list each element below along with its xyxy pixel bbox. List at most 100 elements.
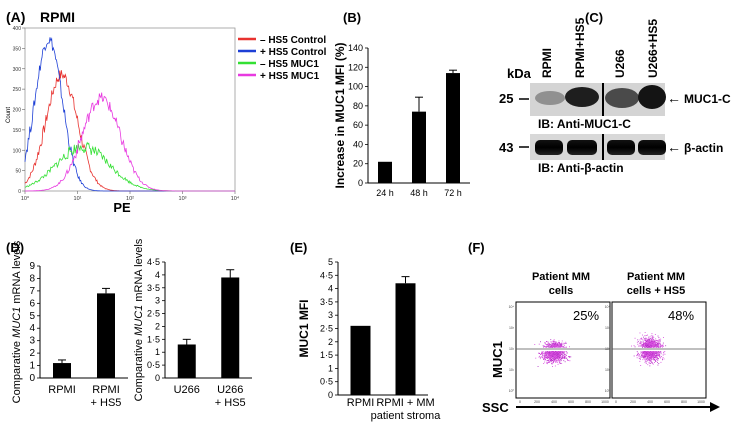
scatter-2-dot <box>647 358 649 360</box>
scatter-1-dot <box>552 357 554 359</box>
scatter-1-dot <box>565 351 567 352</box>
scatter-2-dot <box>653 336 655 338</box>
scatter-1-dot <box>539 355 541 357</box>
scatter-2-dot <box>646 345 648 347</box>
scatter-1-dot <box>541 352 542 354</box>
bar-chart-y-tick-label: 5 <box>328 257 333 267</box>
scatter-1-dot <box>559 358 561 360</box>
scatter-1-dot <box>548 361 549 363</box>
scatter-2-dot <box>651 338 653 340</box>
scatter-1-dot <box>553 341 555 343</box>
scatter-1-dot <box>557 353 559 355</box>
scatter-1-dot <box>547 351 549 353</box>
scatter-1-dot <box>552 351 554 353</box>
scatter-2-dot <box>650 344 652 346</box>
scatter-1-dot <box>551 363 553 365</box>
scatter-1-dot <box>565 354 567 356</box>
scatter-2-dot <box>645 356 646 357</box>
scatter-1-dot <box>547 351 548 353</box>
scatter-2-dot <box>647 340 649 342</box>
scatter-2-dot <box>651 358 652 360</box>
scatter-1-dot <box>561 354 563 355</box>
scatter-2-dot <box>649 343 650 344</box>
scatter-1-dot <box>569 346 570 348</box>
bar-chart-y-tick-label: 0·5 <box>320 377 333 387</box>
scatter-2-dot <box>647 352 649 354</box>
scatter-1-dot <box>562 357 564 359</box>
scatter-y-tick-label: 10⁰ <box>509 389 515 393</box>
scatter-1-dot <box>559 343 561 345</box>
scatter-2-dot <box>651 357 652 359</box>
scatter-2-dot <box>639 339 641 341</box>
scatter-1-dot <box>556 358 557 359</box>
panel-f-letter: (F) <box>468 240 485 255</box>
scatter-1-dot <box>562 343 564 345</box>
scatter-2-dot <box>641 344 643 345</box>
scatter-1-dot <box>560 344 561 345</box>
scatter-1-dot <box>557 352 558 354</box>
scatter-1-dot <box>551 345 553 347</box>
scatter-1-dot <box>554 347 556 348</box>
scatter-1-dot <box>563 346 565 348</box>
scatter-1-dot <box>553 345 555 347</box>
scatter-2-dot <box>658 346 660 348</box>
bar <box>378 161 392 183</box>
muc1-arrow: ← <box>667 90 681 106</box>
scatter-1-dot <box>550 341 552 342</box>
scatter-2-dot <box>639 342 641 343</box>
scatter-2-dot <box>652 354 654 356</box>
scatter-2-dot <box>644 354 646 356</box>
scatter-1-dot <box>565 341 567 343</box>
scatter-y-tick-label: 10² <box>605 347 611 351</box>
scatter-2-dot <box>633 345 635 347</box>
bar-chart-y-tick-label: 0 <box>328 390 333 400</box>
scatter-1-dot <box>556 346 558 348</box>
scatter-1-dot <box>546 341 548 343</box>
scatter-1-dot <box>559 361 561 363</box>
scatter-2-dot <box>657 341 659 343</box>
scatter-2-dot <box>639 343 641 344</box>
scatter-2-dot <box>644 341 646 343</box>
scatter-1-dot <box>555 344 557 346</box>
scatter-1-dot <box>558 345 559 347</box>
panel-a: (A) RPMI 0 50 100 150 200 250 300 350 400 10⁰ 10¹… <box>6 9 327 215</box>
scatter-2-dot <box>651 354 653 355</box>
scatter-2-dot <box>648 341 650 343</box>
scatter-1-dot <box>561 340 563 342</box>
scatter-2-dot <box>660 345 662 347</box>
scatter-1-dot <box>559 357 560 358</box>
scatter-2-dot <box>649 352 651 354</box>
histogram-x-tick-label: 10⁰ <box>21 195 30 202</box>
scatter-1-dot <box>544 343 546 345</box>
histogram-x-tick-label: 10³ <box>179 196 187 202</box>
scatter-1-dot <box>543 353 545 354</box>
bar-chart-y-tick-label: 4 <box>29 323 35 334</box>
scatter-1-dot <box>557 363 559 365</box>
y-label-part: mRNA levels <box>133 238 145 305</box>
scatter-1-dot <box>547 357 548 359</box>
scatter-2-dot <box>661 346 663 348</box>
scatter-1-title-line1: Patient MM <box>532 271 590 283</box>
scatter-2-dot <box>649 359 651 361</box>
scatter-2-dot <box>652 351 654 353</box>
scatter-2-dot <box>660 344 662 346</box>
scatter-1-dot <box>559 342 561 344</box>
scatter-1-dot <box>541 356 543 357</box>
scatter-1-dot <box>566 357 568 359</box>
scatter-1-dot <box>545 346 546 348</box>
histogram-x-tick-label: 10⁴ <box>231 195 240 202</box>
scatter-2-dot <box>641 355 643 357</box>
scatter-2-dot <box>650 356 652 358</box>
scatter-1-dot <box>553 358 555 360</box>
scatter-x-tick-label: 1000 <box>601 400 609 404</box>
scatter-axis-ticks: 0 200 400 600 800 1000 10⁰ 10¹ 10² 10³ 10⁴ 0 200 400 6… <box>509 305 705 404</box>
scatter-1-dot <box>545 346 547 348</box>
scatter-2-dot <box>644 345 646 347</box>
scatter-2-title-line2: cells + HS5 <box>627 285 685 297</box>
scatter-1-dot <box>551 359 552 360</box>
scatter-2-dot <box>652 341 654 343</box>
scatter-1-dot <box>546 353 548 355</box>
scatter-1-dot <box>552 351 554 352</box>
category-label: 48 h <box>410 188 428 198</box>
scatter-1-dot <box>554 354 556 356</box>
